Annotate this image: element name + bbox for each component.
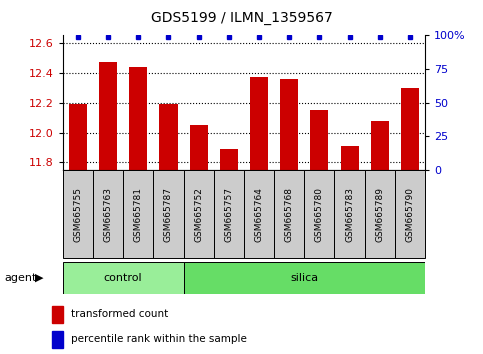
Bar <box>159 104 178 170</box>
FancyBboxPatch shape <box>365 170 395 258</box>
Bar <box>250 77 268 170</box>
Text: silica: silica <box>290 273 318 283</box>
FancyBboxPatch shape <box>63 262 184 294</box>
Bar <box>311 110 328 170</box>
Bar <box>129 67 147 170</box>
Text: GSM665790: GSM665790 <box>405 187 414 242</box>
FancyBboxPatch shape <box>334 170 365 258</box>
Bar <box>99 62 117 170</box>
Text: GSM665783: GSM665783 <box>345 187 354 242</box>
Text: GSM665763: GSM665763 <box>103 187 113 242</box>
FancyBboxPatch shape <box>274 170 304 258</box>
Bar <box>69 104 87 170</box>
Text: control: control <box>104 273 142 283</box>
FancyBboxPatch shape <box>63 170 93 258</box>
Text: GSM665768: GSM665768 <box>284 187 294 242</box>
FancyBboxPatch shape <box>184 170 213 258</box>
Text: GSM665781: GSM665781 <box>134 187 143 242</box>
Bar <box>53 306 63 323</box>
Text: ▶: ▶ <box>35 273 43 283</box>
FancyBboxPatch shape <box>244 170 274 258</box>
FancyBboxPatch shape <box>304 170 334 258</box>
Bar <box>401 88 419 170</box>
FancyBboxPatch shape <box>93 170 123 258</box>
Text: GSM665752: GSM665752 <box>194 187 203 242</box>
Text: percentile rank within the sample: percentile rank within the sample <box>71 334 247 344</box>
Bar <box>189 125 208 170</box>
Bar <box>220 149 238 170</box>
FancyBboxPatch shape <box>154 170 184 258</box>
FancyBboxPatch shape <box>395 170 425 258</box>
Bar <box>53 331 63 348</box>
Text: agent: agent <box>5 273 37 283</box>
Text: transformed count: transformed count <box>71 309 168 319</box>
FancyBboxPatch shape <box>213 170 244 258</box>
Text: GSM665787: GSM665787 <box>164 187 173 242</box>
Text: GSM665764: GSM665764 <box>255 187 264 242</box>
FancyBboxPatch shape <box>184 262 425 294</box>
Bar <box>341 146 358 170</box>
Text: GSM665755: GSM665755 <box>73 187 83 242</box>
Text: GDS5199 / ILMN_1359567: GDS5199 / ILMN_1359567 <box>151 11 332 25</box>
Bar <box>371 121 389 170</box>
FancyBboxPatch shape <box>123 170 154 258</box>
Bar <box>280 79 298 170</box>
Text: GSM665780: GSM665780 <box>315 187 324 242</box>
Text: GSM665789: GSM665789 <box>375 187 384 242</box>
Text: GSM665757: GSM665757 <box>224 187 233 242</box>
